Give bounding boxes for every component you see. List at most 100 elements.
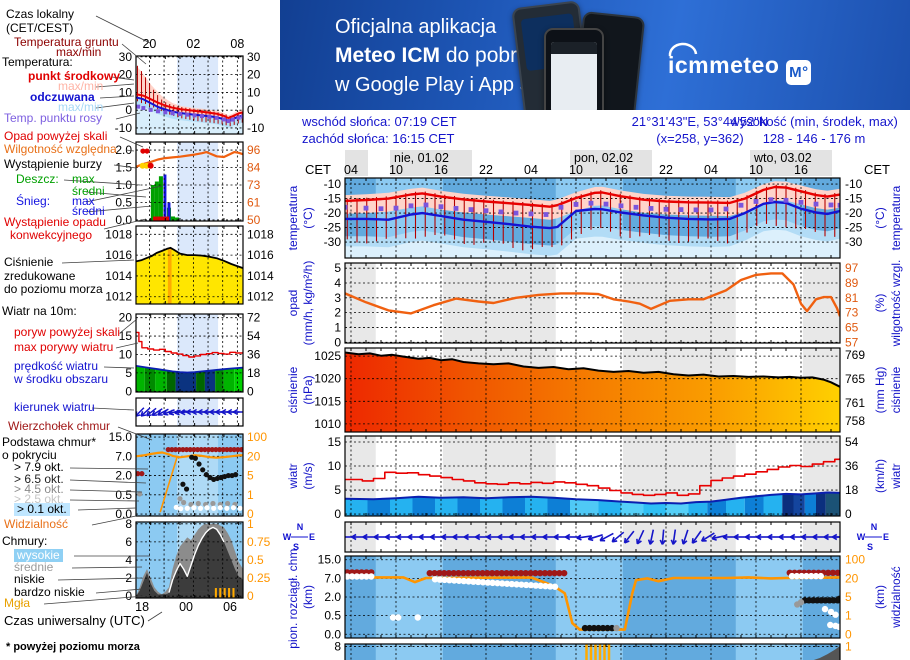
legend-label: średnie <box>14 560 54 574</box>
svg-text:temperatura: temperatura <box>286 185 300 250</box>
svg-text:15: 15 <box>328 435 342 449</box>
svg-text:7.0: 7.0 <box>115 449 132 463</box>
svg-text:20: 20 <box>845 571 859 585</box>
svg-text:5: 5 <box>334 483 341 497</box>
svg-text:0.5: 0.5 <box>247 553 264 567</box>
legend-label: (CET/CEST) <box>6 21 74 35</box>
svg-text:opad: opad <box>286 290 300 317</box>
svg-text:1015: 1015 <box>314 394 341 408</box>
svg-text:N: N <box>871 522 878 532</box>
legend-label: Wilgotność względna <box>4 142 117 156</box>
svg-text:84: 84 <box>247 161 261 175</box>
svg-text:5: 5 <box>247 469 254 483</box>
svg-text:1014: 1014 <box>105 269 132 283</box>
legend-sidebar: Czas lokalny (CET/CEST) Temperatura gruntu… <box>0 0 280 660</box>
svg-text:0.0: 0.0 <box>324 627 341 641</box>
legend-label: Czas uniwersalny (UTC) <box>4 613 145 628</box>
svg-text:7.0: 7.0 <box>324 571 341 585</box>
svg-text:4: 4 <box>334 276 341 290</box>
svg-text:0: 0 <box>334 335 341 349</box>
svg-text:wilgotność wzgl.: wilgotność wzgl. <box>889 260 903 348</box>
svg-text:1016: 1016 <box>105 248 132 262</box>
svg-text:0: 0 <box>125 384 132 398</box>
legend-label: średni <box>72 184 105 198</box>
svg-text:E: E <box>309 532 315 542</box>
svg-text:0: 0 <box>247 384 254 398</box>
svg-text:-10: -10 <box>324 177 342 191</box>
legend-label: Opad powyżej skali <box>4 129 108 143</box>
legend-label: > 2.5 okt. <box>14 492 64 506</box>
svg-text:04: 04 <box>344 163 358 177</box>
icmmeteo-logo[interactable]: icmmeteo M° <box>668 42 812 85</box>
svg-text:15.0: 15.0 <box>109 430 133 444</box>
svg-text:-15: -15 <box>845 192 863 206</box>
svg-text:(km): (km) <box>301 585 315 609</box>
svg-text:ciśnienie: ciśnienie <box>286 366 300 413</box>
svg-text:(mm/h, kg/m²/h): (mm/h, kg/m²/h) <box>301 261 315 346</box>
svg-text:wto, 03.02: wto, 03.02 <box>753 151 812 165</box>
svg-text:73: 73 <box>247 178 261 192</box>
svg-text:1014: 1014 <box>247 269 274 283</box>
sunrise-time: wschód słońca: 07:19 CET <box>302 114 457 129</box>
legend-label: średni <box>72 204 105 218</box>
svg-text:S: S <box>293 542 299 552</box>
svg-text:(km): (km) <box>873 585 887 609</box>
svg-text:(°C): (°C) <box>873 207 887 228</box>
svg-text:02: 02 <box>186 37 200 51</box>
svg-text:04: 04 <box>524 163 538 177</box>
legend-label: Śnieg: <box>16 194 51 208</box>
svg-text:08: 08 <box>230 37 244 51</box>
legend-label: Czas lokalny <box>6 7 75 21</box>
legend-label: > 0.1 okt. <box>14 503 70 516</box>
svg-text:2.0: 2.0 <box>324 590 341 604</box>
legend-label: o pokryciu <box>2 448 57 462</box>
legend-label: max porywy wiatru <box>14 340 114 354</box>
svg-text:-10: -10 <box>845 177 863 191</box>
legend-label: prędkość wiatru <box>14 359 99 373</box>
legend-label: punkt środkowy <box>28 69 121 83</box>
legend-label: > 6.5 okt. <box>14 472 64 486</box>
svg-text:1012: 1012 <box>247 290 274 304</box>
svg-text:(%): (%) <box>873 294 887 313</box>
svg-text:-10: -10 <box>115 121 133 135</box>
svg-text:0: 0 <box>247 589 254 603</box>
svg-text:1.5: 1.5 <box>115 161 132 175</box>
legend-label: Temp. punktu rosy <box>4 111 103 125</box>
svg-text:15.0: 15.0 <box>318 553 342 567</box>
svg-text:-10: -10 <box>247 121 265 135</box>
svg-text:E: E <box>883 532 889 542</box>
svg-text:0: 0 <box>125 103 132 117</box>
svg-text:4: 4 <box>125 553 132 567</box>
svg-text:36: 36 <box>845 459 859 473</box>
svg-text:0.5: 0.5 <box>324 609 341 623</box>
svg-text:5: 5 <box>845 590 852 604</box>
svg-text:0: 0 <box>125 589 132 603</box>
app-promo-banner[interactable]: Oficjalna aplikacja Meteo ICM do pobrani… <box>280 0 910 110</box>
svg-text:(m/s): (m/s) <box>301 462 315 489</box>
location-info-row: wschód słońca: 07:19 CET zachód słońca: … <box>280 110 910 150</box>
legend-label: odczuwana <box>30 90 95 104</box>
svg-text:CET: CET <box>864 162 890 177</box>
svg-text:100: 100 <box>247 430 267 444</box>
legend-label: Temperatura: <box>2 55 73 69</box>
legend-label: kierunek wiatru <box>14 400 95 414</box>
svg-text:1: 1 <box>247 488 254 502</box>
svg-text:0.75: 0.75 <box>247 535 271 549</box>
svg-text:1: 1 <box>845 609 852 623</box>
svg-text:pion. rozciągł. chm.: pion. rozciągł. chm. <box>286 545 300 648</box>
svg-text:1025: 1025 <box>314 349 341 363</box>
svg-text:18: 18 <box>135 600 149 614</box>
svg-text:W: W <box>283 532 292 542</box>
svg-text:ciśnienie: ciśnienie <box>889 366 903 413</box>
svg-text:73: 73 <box>845 306 859 320</box>
legend-label: konwekcyjnego <box>10 228 93 242</box>
svg-text:10: 10 <box>247 85 261 99</box>
svg-text:06: 06 <box>223 600 237 614</box>
svg-text:20: 20 <box>247 449 261 463</box>
legend-label: poryw powyżej skali <box>14 325 121 339</box>
svg-text:97: 97 <box>845 261 859 275</box>
svg-text:nie, 01.02: nie, 01.02 <box>394 151 449 165</box>
svg-text:22: 22 <box>659 163 673 177</box>
svg-text:temperatura: temperatura <box>889 185 903 250</box>
svg-text:N: N <box>297 522 304 532</box>
